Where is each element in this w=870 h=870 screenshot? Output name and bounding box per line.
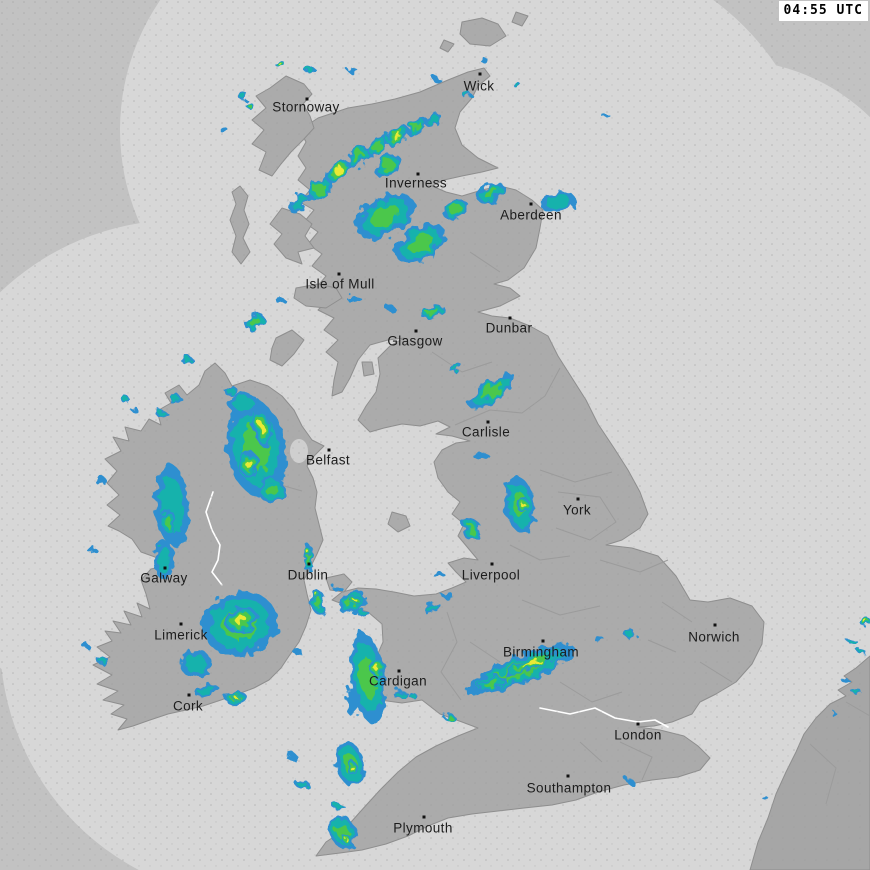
rain-echo-level-4 (245, 459, 253, 469)
rain-echo-level-2 (292, 196, 308, 210)
rain-echo-level-1 (474, 453, 490, 461)
rain-echo-level-4 (374, 664, 380, 672)
rain-echo-level-3 (480, 382, 504, 400)
rain-echo-level-1 (385, 305, 395, 311)
rain-echo-level-4 (864, 620, 868, 624)
rain-echo-level-2 (848, 639, 856, 643)
rain-echo-level-4 (353, 598, 357, 602)
rain-echo-level-2 (625, 631, 635, 637)
rain-echo-level-1 (94, 476, 106, 484)
rain-echo-level-4 (334, 167, 344, 175)
rain-echo-level-4 (350, 765, 354, 771)
rain-echo-level-1 (81, 642, 89, 648)
rain-echo-level-2 (97, 657, 107, 663)
rain-echo-level-1 (601, 112, 609, 118)
rain-echo-level-3 (484, 188, 498, 198)
rain-echo-level-2 (171, 397, 181, 403)
rain-echo-level-2 (514, 83, 520, 87)
rain-echo-level-3 (246, 102, 250, 106)
rain-echo-level-4 (278, 62, 282, 66)
rain-echo-level-1 (442, 593, 454, 599)
rain-echo-level-3 (408, 233, 432, 253)
rain-echo-level-2 (298, 782, 308, 788)
rain-echo-level-1 (761, 795, 767, 799)
rain-echo-level-1 (87, 547, 97, 553)
rain-echo-level-1 (348, 296, 362, 304)
rain-echo-level-1 (285, 753, 297, 759)
rainfall-radar-echoes (81, 57, 870, 850)
rain-echo-level-2 (427, 115, 439, 125)
rain-echo-level-2 (121, 396, 129, 402)
rain-echo-level-2 (545, 194, 571, 210)
rain-echo-level-3 (412, 122, 422, 132)
rain-echo-level-3 (164, 515, 172, 529)
rain-echo-level-2 (182, 357, 192, 363)
rain-echo-level-3 (426, 309, 440, 315)
rain-echo-level-2 (226, 387, 236, 395)
rain-echo-level-1 (347, 67, 357, 73)
rain-echo-level-3 (265, 483, 279, 497)
rain-echo-level-4 (393, 132, 401, 140)
rain-echo-level-2 (198, 684, 214, 696)
rain-echo-level-2 (305, 67, 315, 73)
rain-echo-level-4 (234, 697, 238, 699)
rain-echo-level-2 (408, 693, 416, 697)
rain-echo-level-1 (433, 77, 441, 83)
rain-echo-level-1 (131, 407, 139, 413)
rain-echo-level-4 (316, 593, 318, 597)
rain-echo-level-1 (220, 127, 228, 133)
rain-echo-level-4 (235, 615, 247, 625)
rain-echo-level-2 (393, 690, 405, 696)
rain-echo-level-3 (370, 204, 400, 228)
rain-echo-level-2 (463, 92, 471, 98)
rain-echo-level-2 (333, 803, 343, 809)
rain-echo-level-3 (250, 318, 260, 326)
rain-echo-level-2 (426, 604, 438, 612)
rain-echo-level-1 (293, 649, 303, 655)
rain-echo-level-2 (451, 365, 461, 371)
rain-echo-level-1 (275, 297, 285, 303)
rain-echo-level-2 (357, 609, 367, 615)
rain-echo-level-3 (447, 716, 453, 720)
rain-echo-level-2 (858, 649, 864, 653)
rain-echo-level-4 (306, 549, 308, 553)
rain-echo-level-3 (352, 151, 364, 163)
rain-echo-level-3 (371, 141, 383, 151)
rain-echo-level-1 (333, 586, 343, 592)
rain-echo-level-3 (314, 183, 326, 195)
rain-echo-level-2 (852, 688, 860, 694)
rain-echo-level-2 (157, 411, 167, 417)
rain-echo-level-2 (233, 396, 255, 412)
rain-echo-level-4 (344, 837, 348, 841)
rain-echo-level-1 (842, 678, 850, 684)
rain-echo-level-1 (626, 779, 634, 783)
rain-echo-level-4 (521, 502, 525, 508)
rain-echo-level-3 (467, 524, 477, 536)
rain-echo-level-4 (522, 659, 542, 669)
rain-echo-level-1 (595, 637, 605, 643)
rain-echo-level-3 (314, 595, 322, 609)
rain-echo-level-1 (830, 711, 836, 715)
rain-echo-level-3 (381, 160, 395, 172)
rain-echo-level-2 (185, 653, 207, 675)
rain-echo-level-2 (239, 93, 247, 99)
rain-echo-level-3 (485, 680, 499, 688)
rain-echo-level-2 (157, 546, 171, 574)
timestamp-badge: 04:55 UTC (778, 1, 868, 21)
rain-echo-level-4 (258, 421, 266, 435)
rain-echo-level-3 (449, 205, 463, 215)
rain-echo-level-1 (480, 57, 488, 63)
rain-echo-level-1 (434, 573, 446, 579)
rain-echo-level-1 (345, 688, 359, 716)
